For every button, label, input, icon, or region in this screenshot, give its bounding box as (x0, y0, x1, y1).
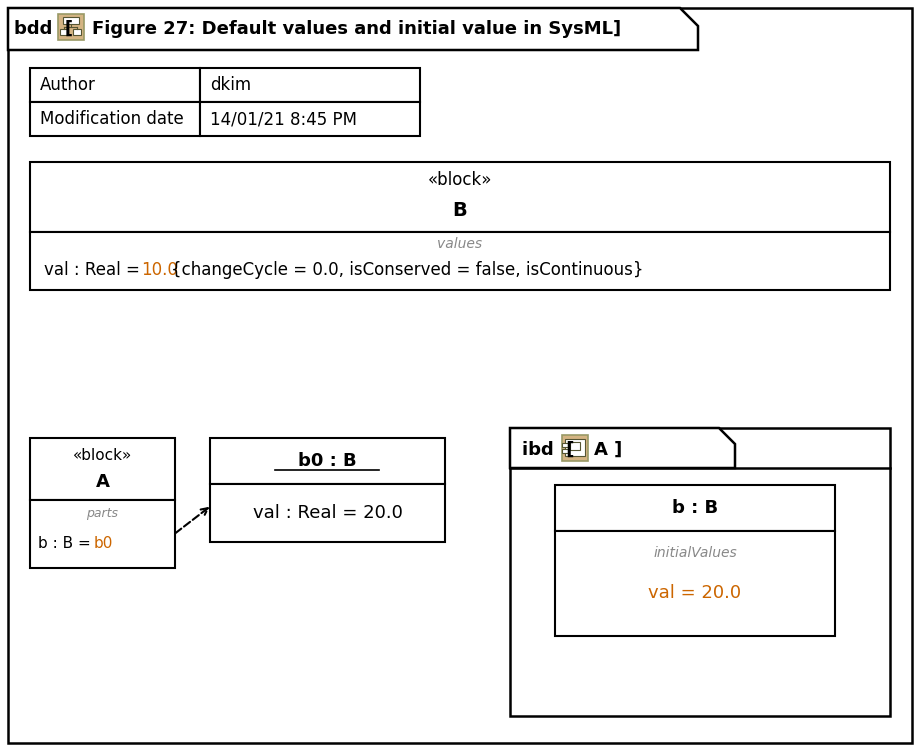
FancyBboxPatch shape (562, 435, 587, 461)
Text: Author: Author (40, 76, 96, 94)
FancyBboxPatch shape (199, 102, 420, 136)
Text: val = 20.0: val = 20.0 (648, 584, 741, 602)
FancyBboxPatch shape (509, 428, 889, 716)
FancyBboxPatch shape (199, 68, 420, 102)
Text: B: B (452, 201, 467, 219)
FancyBboxPatch shape (60, 29, 68, 35)
Text: initialValues: initialValues (652, 546, 736, 560)
Text: A: A (96, 473, 109, 491)
Text: {changeCycle = 0.0, isConserved = false, isContinuous}: {changeCycle = 0.0, isConserved = false,… (171, 261, 643, 279)
FancyBboxPatch shape (210, 438, 445, 484)
FancyBboxPatch shape (73, 29, 81, 35)
FancyBboxPatch shape (30, 438, 175, 500)
Text: values: values (437, 237, 482, 251)
FancyBboxPatch shape (210, 484, 445, 542)
Text: Modification date: Modification date (40, 110, 184, 128)
Text: parts: parts (86, 508, 119, 520)
Text: A ]: A ] (594, 441, 621, 459)
FancyBboxPatch shape (564, 439, 584, 456)
Polygon shape (509, 428, 734, 468)
Text: val : Real =: val : Real = (44, 261, 145, 279)
FancyBboxPatch shape (562, 449, 568, 453)
Text: bdd  [: bdd [ (14, 20, 73, 38)
Text: b0: b0 (94, 536, 113, 551)
FancyBboxPatch shape (30, 68, 199, 102)
Text: ibd  [: ibd [ (521, 441, 573, 459)
FancyBboxPatch shape (554, 485, 834, 531)
FancyBboxPatch shape (62, 17, 79, 24)
Text: b0 : B: b0 : B (298, 452, 357, 470)
FancyBboxPatch shape (58, 14, 84, 40)
Text: «block»: «block» (427, 171, 492, 189)
FancyBboxPatch shape (30, 500, 175, 568)
Text: Figure 27: Default values and initial value in SysML]: Figure 27: Default values and initial va… (92, 20, 620, 38)
Text: 14/01/21 8:45 PM: 14/01/21 8:45 PM (210, 110, 357, 128)
FancyBboxPatch shape (30, 232, 889, 290)
FancyBboxPatch shape (30, 162, 889, 232)
FancyBboxPatch shape (8, 8, 911, 743)
FancyBboxPatch shape (30, 102, 199, 136)
Text: b : B: b : B (671, 499, 718, 517)
Text: b : B =: b : B = (38, 536, 96, 551)
Text: 10.0: 10.0 (142, 261, 178, 279)
Text: dkim: dkim (210, 76, 251, 94)
Polygon shape (8, 8, 698, 50)
Text: val : Real = 20.0: val : Real = 20.0 (253, 504, 402, 522)
Text: «block»: «block» (73, 448, 132, 463)
FancyBboxPatch shape (570, 442, 579, 450)
FancyBboxPatch shape (554, 531, 834, 636)
FancyBboxPatch shape (562, 443, 568, 447)
